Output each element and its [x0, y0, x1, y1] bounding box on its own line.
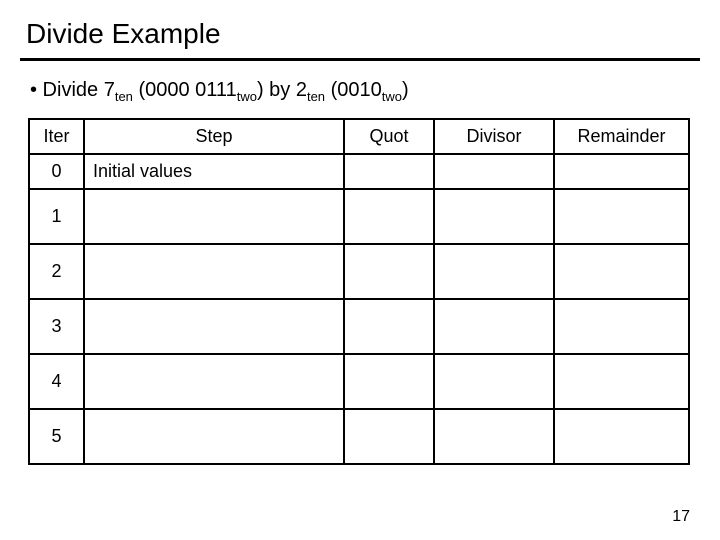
bullet-sub-2: two: [237, 89, 257, 104]
bullet-sub-3: ten: [307, 89, 325, 104]
cell-iter: 3: [29, 299, 84, 354]
cell-iter: 4: [29, 354, 84, 409]
th-divisor: Divisor: [434, 119, 554, 154]
cell-step: [84, 354, 344, 409]
th-step: Step: [84, 119, 344, 154]
bullet-line: • Divide 7ten (0000 0111two) by 2ten (00…: [20, 79, 700, 104]
bullet-sub-1: ten: [115, 89, 133, 104]
slide: Divide Example • Divide 7ten (0000 0111t…: [0, 0, 720, 540]
cell-quot: [344, 409, 434, 464]
th-rem: Remainder: [554, 119, 689, 154]
cell-divisor: [434, 189, 554, 244]
cell-rem: [554, 154, 689, 189]
cell-step: [84, 189, 344, 244]
cell-step: [84, 299, 344, 354]
cell-rem: [554, 409, 689, 464]
table-row: 0 Initial values: [29, 154, 689, 189]
bullet-text-3: ) by 2: [257, 79, 307, 101]
cell-iter: 0: [29, 154, 84, 189]
cell-divisor: [434, 154, 554, 189]
cell-iter: 2: [29, 244, 84, 299]
table-header-row: Iter Step Quot Divisor Remainder: [29, 119, 689, 154]
cell-step: [84, 244, 344, 299]
cell-rem: [554, 299, 689, 354]
cell-quot: [344, 244, 434, 299]
division-table: Iter Step Quot Divisor Remainder 0 Initi…: [28, 118, 690, 465]
cell-divisor: [434, 244, 554, 299]
th-iter: Iter: [29, 119, 84, 154]
bullet-sub-4: two: [382, 89, 402, 104]
slide-title: Divide Example: [20, 10, 700, 56]
cell-quot: [344, 299, 434, 354]
bullet-text-4: (0010: [325, 79, 382, 101]
table-row: 3: [29, 299, 689, 354]
cell-rem: [554, 189, 689, 244]
page-number: 17: [672, 508, 690, 526]
title-rule: [20, 58, 700, 61]
bullet-text-1: • Divide 7: [30, 79, 115, 101]
cell-divisor: [434, 409, 554, 464]
cell-iter: 5: [29, 409, 84, 464]
cell-rem: [554, 244, 689, 299]
th-quot: Quot: [344, 119, 434, 154]
cell-step: Initial values: [84, 154, 344, 189]
cell-divisor: [434, 354, 554, 409]
table-row: 5: [29, 409, 689, 464]
cell-quot: [344, 354, 434, 409]
bullet-text-2: (0000 0111: [133, 79, 237, 101]
table-row: 4: [29, 354, 689, 409]
bullet-text-5: ): [402, 79, 409, 101]
cell-quot: [344, 189, 434, 244]
cell-step: [84, 409, 344, 464]
table-row: 1: [29, 189, 689, 244]
cell-iter: 1: [29, 189, 84, 244]
cell-quot: [344, 154, 434, 189]
cell-divisor: [434, 299, 554, 354]
table-row: 2: [29, 244, 689, 299]
cell-rem: [554, 354, 689, 409]
